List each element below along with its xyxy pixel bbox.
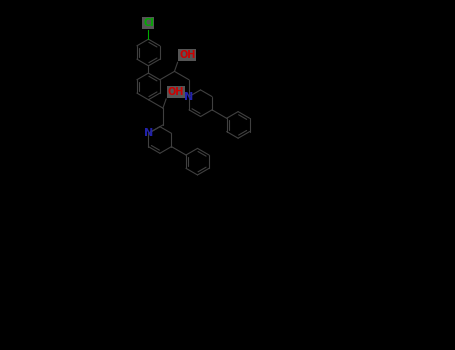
Text: N: N <box>144 128 153 138</box>
Text: N: N <box>184 92 194 102</box>
Text: OH: OH <box>167 87 184 97</box>
Text: Cl: Cl <box>143 18 154 28</box>
Text: OH: OH <box>179 50 195 60</box>
